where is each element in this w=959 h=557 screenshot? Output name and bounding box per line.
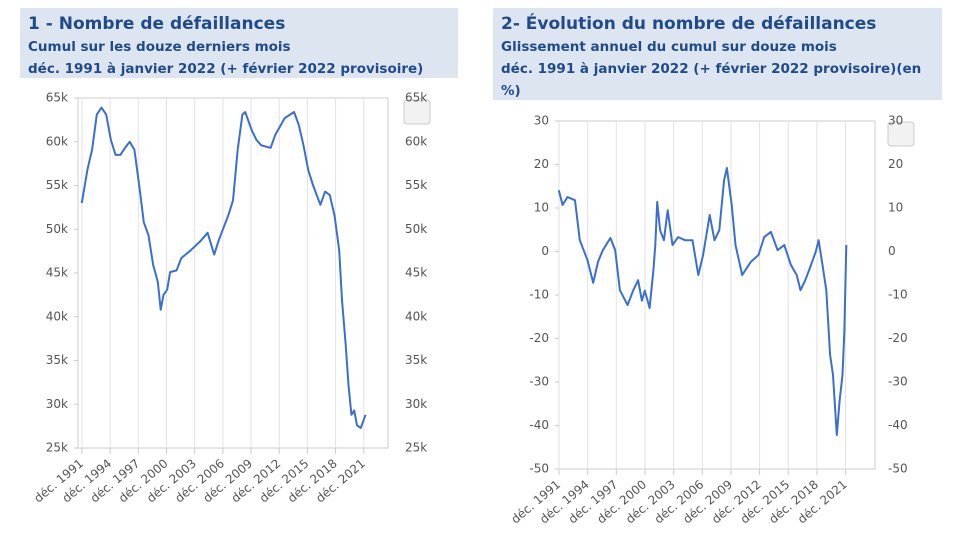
y-tick-label: 30 [534, 114, 549, 128]
data-line [80, 106, 367, 429]
chart-title: 1 - Nombre de défaillances [28, 14, 286, 34]
y2-tick-label: 40k [405, 309, 427, 323]
y2-tick-label: 45k [405, 266, 427, 280]
y-tick-label: -20 [529, 331, 549, 345]
y-tick-label: 30k [46, 397, 68, 411]
y-tick-label: 60k [46, 134, 68, 148]
y-tick-label: 45k [46, 266, 68, 280]
y2-tick-label: 50k [405, 222, 427, 236]
y-tick-label: -50 [529, 462, 549, 476]
chart-period: déc. 1991 à janvier 2022 (+ février 2022… [501, 61, 922, 99]
y2-tick-label: -50 [888, 462, 908, 476]
y2-tick-label: 30k [405, 397, 427, 411]
menu-button[interactable] [887, 121, 915, 147]
y-tick-label: -40 [529, 418, 549, 432]
y2-tick-label: 55k [405, 178, 427, 192]
y-tick-label: -10 [529, 288, 549, 302]
y2-tick-label: -10 [888, 288, 908, 302]
y-tick-label: 10 [534, 201, 549, 215]
y2-tick-label: 25k [405, 441, 427, 455]
y-tick-label: 65k [46, 91, 68, 105]
plot-border [558, 120, 876, 470]
y-tick-label: -30 [529, 375, 549, 389]
y2-tick-label: 20 [888, 157, 903, 171]
y2-tick-label: 35k [405, 353, 427, 367]
y-tick-label: 40k [46, 309, 68, 323]
chart-subtitle: Glissement annuel du cumul sur douze moi… [501, 39, 837, 55]
y2-tick-label: -30 [888, 375, 908, 389]
chart-title: 2- Évolution du nombre de défaillances [501, 14, 877, 34]
y2-tick-label: 10 [888, 201, 903, 215]
data-line [557, 167, 848, 437]
y-tick-label: 50k [46, 222, 68, 236]
chart-subtitle: Cumul sur les douze derniers mois [28, 39, 291, 55]
y-tick-label: 35k [46, 353, 68, 367]
y2-tick-label: 65k [405, 91, 427, 105]
menu-button[interactable] [403, 99, 431, 125]
y2-tick-label: 60k [405, 134, 427, 148]
y2-tick-label: -20 [888, 331, 908, 345]
y-tick-label: 55k [46, 178, 68, 192]
y-tick-label: 0 [541, 244, 549, 258]
chart-header: 2- Évolution du nombre de défaillances G… [493, 8, 942, 100]
plot-border [77, 97, 389, 449]
y-tick-label: 20 [534, 157, 549, 171]
y2-tick-label: 0 [888, 244, 896, 258]
chart-period: déc. 1991 à janvier 2022 (+ février 2022… [28, 61, 424, 77]
y-tick-label: 25k [46, 441, 68, 455]
y2-tick-label: 30 [888, 114, 903, 128]
chart-header: 1 - Nombre de défaillances Cumul sur les… [20, 8, 458, 78]
y2-tick-label: -40 [888, 418, 908, 432]
